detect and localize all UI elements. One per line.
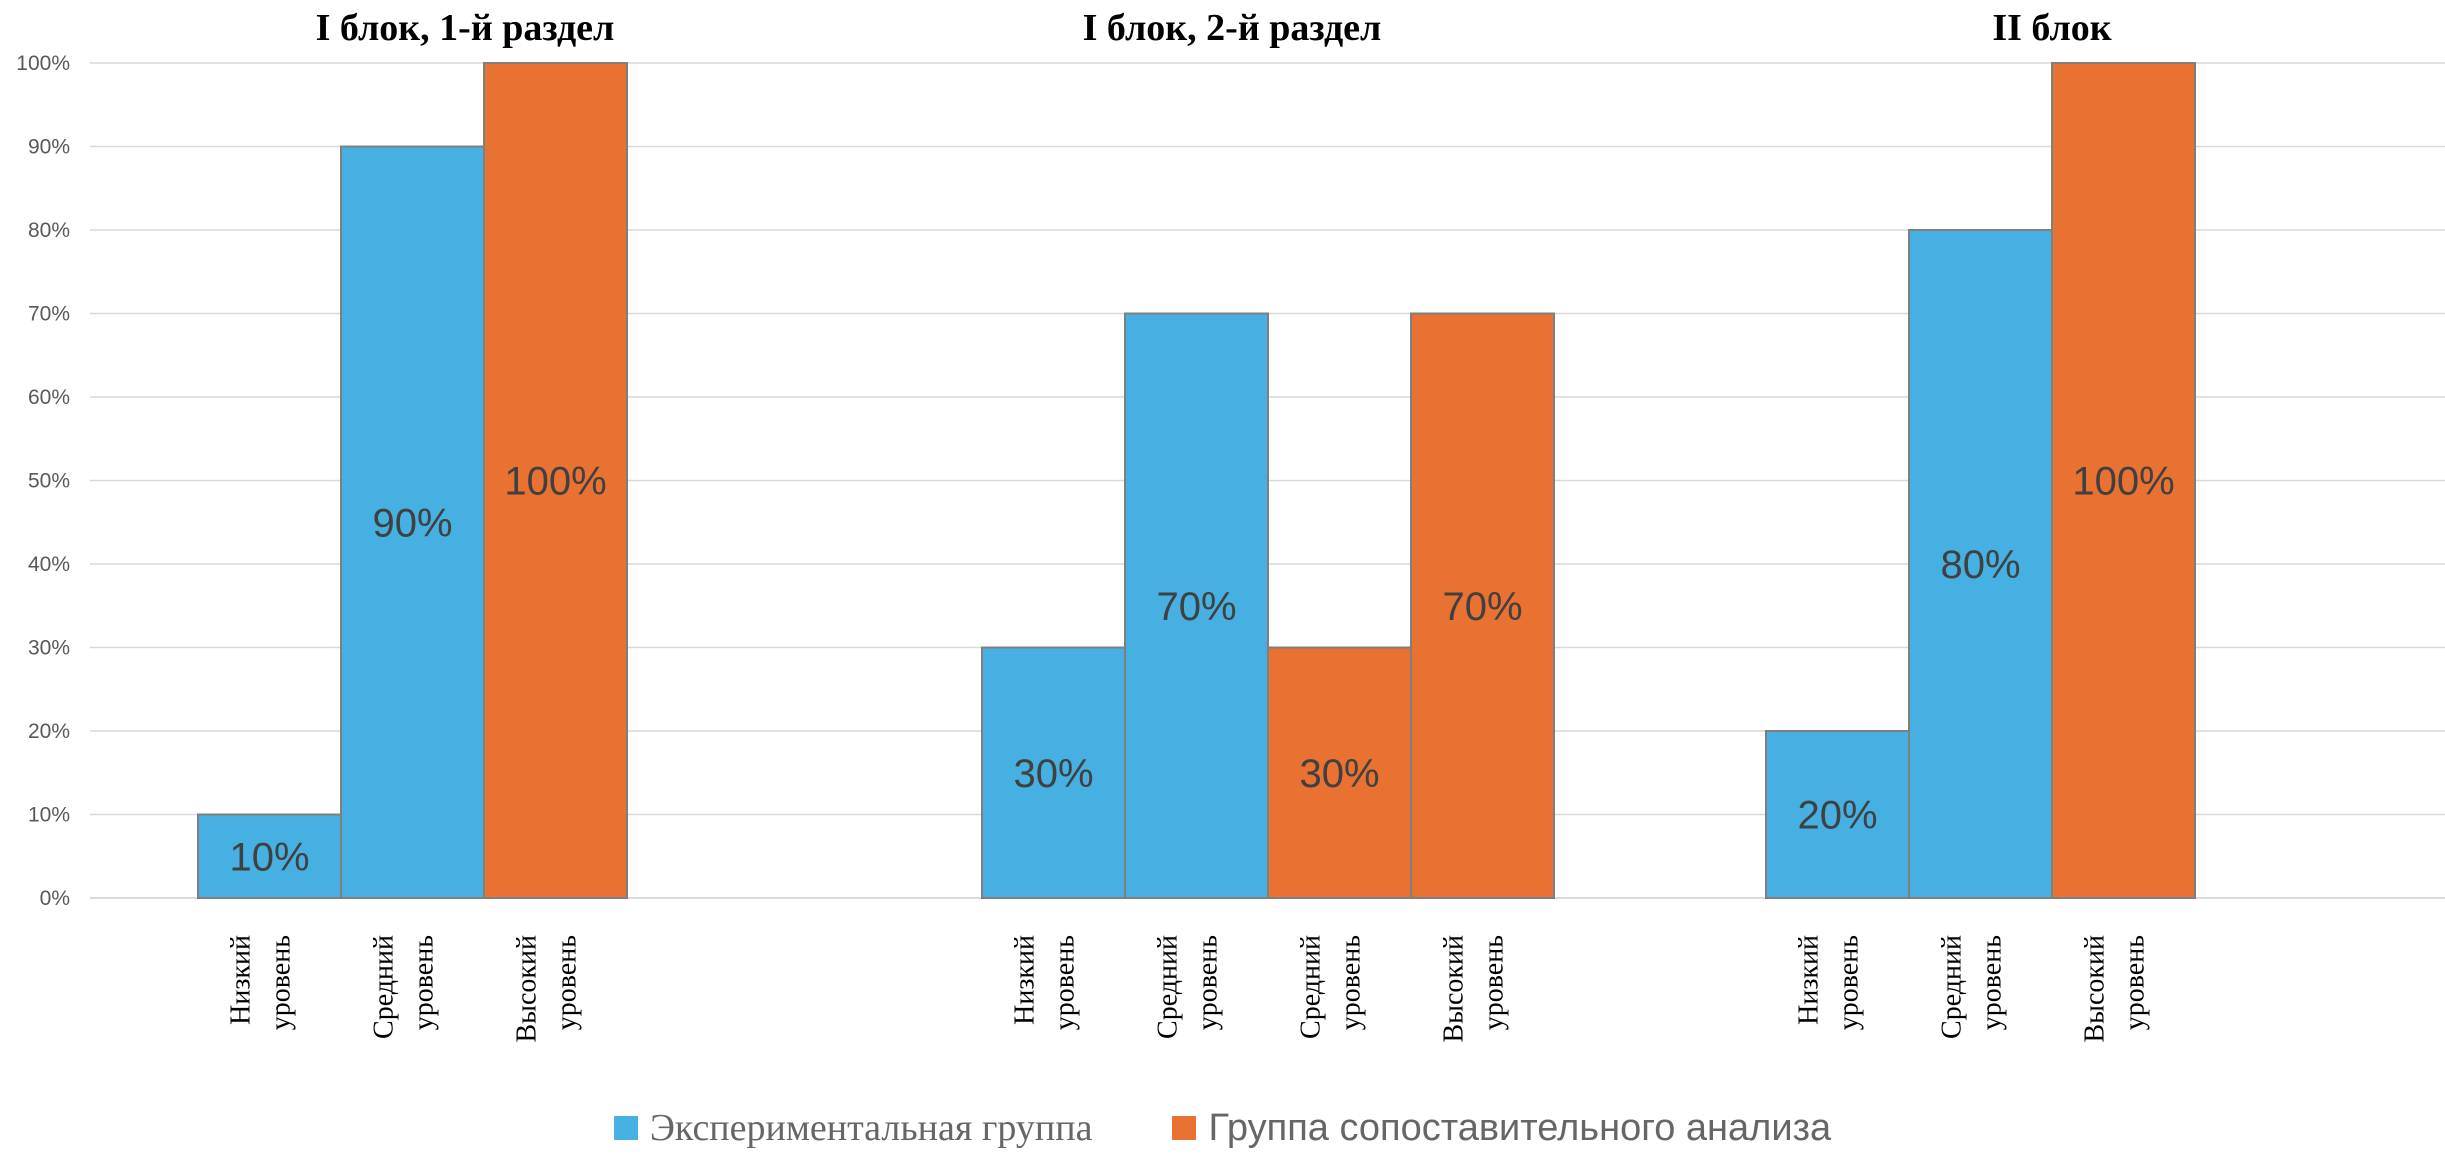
legend: Экспериментальная группа Группа сопостав… — [0, 1106, 2445, 1150]
category-label: уровень — [1193, 935, 1224, 1030]
panel-title: II блок — [1992, 7, 2111, 49]
category-label: уровень — [552, 935, 583, 1030]
chart-canvas: 0% 10% 20% 30% 40% 50% 60% 70% 80% 90% 100% I блок… — [16, 7, 2445, 1043]
category-label: Средний — [369, 935, 400, 1039]
category-label: Высокий — [1439, 935, 1470, 1043]
data-label: 100% — [2072, 460, 2174, 504]
data-label: 90% — [372, 501, 452, 545]
data-label: 70% — [1442, 585, 1522, 629]
bar — [1124, 312, 1269, 899]
data-label: 20% — [1797, 794, 1877, 838]
bars: 10% 90% 100% 30% 70% 30% 70% 20% 80% 100% — [197, 62, 2196, 899]
panel-titles: I блок, 1-й раздел I блок, 2-й раздел II б… — [316, 7, 2112, 49]
data-label: 80% — [1940, 543, 2020, 587]
panel-title: I блок, 1-й раздел — [316, 7, 615, 49]
bar — [1908, 229, 2053, 899]
y-tick-label: 80% — [28, 219, 70, 242]
category-label: уровень — [409, 935, 440, 1030]
bar — [1765, 730, 1910, 899]
category-label: Средний — [1296, 935, 1327, 1039]
category-label: Средний — [1937, 935, 1968, 1039]
category-label: Высокий — [512, 935, 543, 1043]
category-label: уровень — [266, 935, 297, 1030]
data-label: 10% — [229, 835, 309, 879]
bar — [483, 62, 628, 899]
data-label: 30% — [1013, 752, 1093, 796]
legend-label-comparative: Группа сопоставительного анализа — [1208, 1106, 1832, 1149]
y-tick-label: 40% — [28, 553, 70, 576]
category-label: уровень — [1479, 935, 1510, 1030]
y-tick-label: 70% — [28, 303, 70, 326]
category-label: уровень — [1050, 935, 1081, 1030]
category-label: уровень — [1977, 935, 2008, 1030]
y-tick-label: 20% — [28, 720, 70, 743]
category-label: Высокий — [2080, 935, 2111, 1043]
bar — [197, 813, 342, 899]
y-axis: 0% 10% 20% 30% 40% 50% 60% 70% 80% 90% 100% — [16, 52, 70, 910]
y-tick-label: 10% — [28, 804, 70, 827]
bar — [1267, 646, 1412, 899]
y-tick-label: 0% — [40, 887, 70, 910]
y-tick-label: 60% — [28, 386, 70, 409]
category-label: уровень — [1834, 935, 1865, 1030]
category-label: Низкий — [226, 935, 257, 1025]
bar — [1410, 312, 1555, 899]
data-label: 70% — [1156, 585, 1236, 629]
legend-item-experimental: Экспериментальная группа — [613, 1106, 1093, 1150]
panel-title: I блок, 2-й раздел — [1083, 7, 1382, 49]
category-label: Низкий — [1794, 935, 1825, 1025]
y-tick-label: 100% — [16, 52, 70, 75]
legend-swatch-comparative — [1172, 1116, 1197, 1140]
x-axis-labels: Низкий уровень Средний уровень Высокий уровен… — [226, 935, 2151, 1043]
category-label: Низкий — [1010, 935, 1041, 1025]
legend-item-comparative: Группа сопоставительного анализа — [1172, 1107, 1831, 1150]
legend-label-experimental: Экспериментальная группа — [649, 1107, 1093, 1149]
y-tick-label: 50% — [28, 470, 70, 493]
data-label: 30% — [1299, 752, 1379, 796]
bar — [2051, 62, 2196, 899]
data-label: 100% — [504, 460, 606, 504]
category-label: уровень — [1336, 935, 1367, 1030]
y-tick-label: 30% — [28, 637, 70, 660]
category-label: уровень — [2120, 935, 2151, 1030]
y-tick-label: 90% — [28, 136, 70, 159]
category-label: Средний — [1153, 935, 1184, 1039]
legend-swatch-experimental — [613, 1116, 638, 1140]
